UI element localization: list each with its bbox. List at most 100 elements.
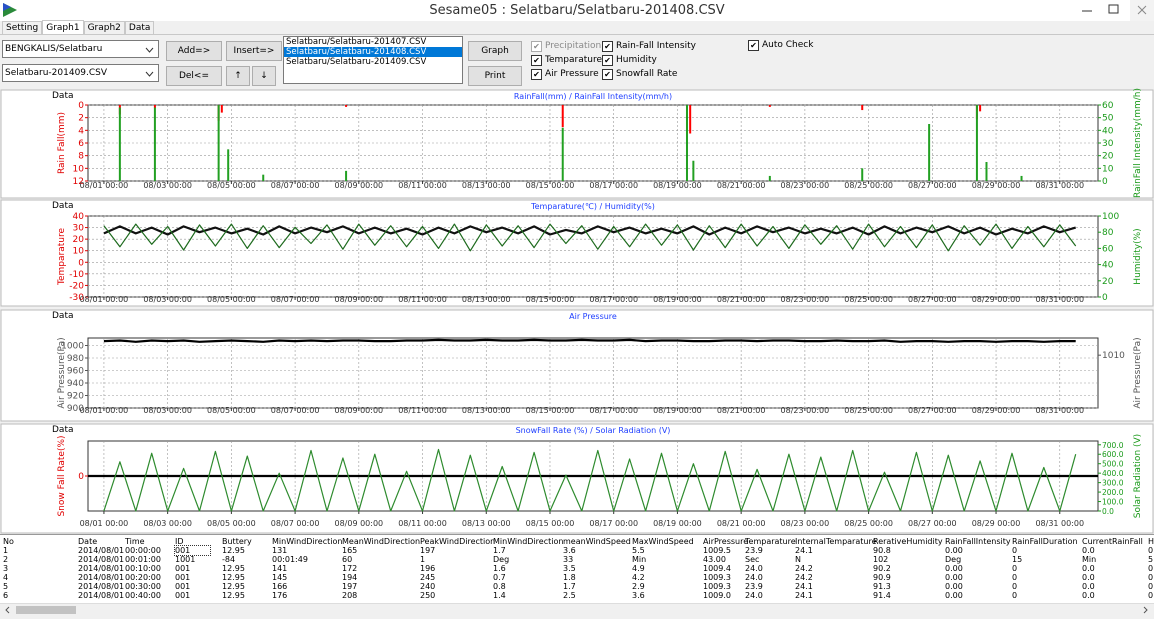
checkbox[interactable]: ✔ Humidity [602, 55, 657, 66]
y-tick-label: 0 [78, 258, 84, 268]
up-button[interactable]: ↑ [226, 66, 250, 86]
bar [689, 105, 692, 134]
table-cell: N [795, 555, 801, 564]
graph-button[interactable]: Graph [468, 41, 522, 61]
print-button[interactable]: Print [468, 66, 522, 86]
site-select[interactable]: BENGKALIS/Selatbaru [2, 40, 159, 58]
table-cell: 141 [272, 564, 288, 573]
table-cell: 0.0 [1148, 591, 1154, 600]
x-tick-label: 08/01 00:00 [80, 406, 129, 415]
y2-tick-label: 400.0 [1102, 469, 1124, 478]
y2-tick-label: 50 [1102, 114, 1114, 124]
y-tick-label: 920 [67, 392, 84, 402]
x-tick-label: 08/05 00:00 [207, 181, 256, 190]
table-cell: 0.0 [1148, 564, 1154, 573]
table-cell: Deg [493, 555, 510, 564]
checkbox-box: ✔ [531, 55, 542, 66]
tab-strip: Setting Graph1 Graph2 Data [2, 20, 155, 35]
checkbox[interactable]: ✔ Snowfall Rate [602, 69, 677, 80]
x-tick-label: 08/19 00:00 [653, 519, 702, 528]
table-cell: 51.5 [1148, 555, 1154, 564]
panel-label: Data [52, 91, 74, 101]
bar [928, 124, 931, 181]
bar [692, 160, 695, 181]
checkbox: ✔ Precipitation [531, 41, 601, 52]
insert-button[interactable]: Insert=> [226, 41, 282, 61]
x-tick-label: 08/19 00:00 [653, 295, 702, 304]
table-cell: 12.95 [222, 546, 245, 555]
x-tick-label: 08/19 00:00 [653, 181, 702, 190]
window-buttons[interactable] [1074, 0, 1154, 21]
table-cell: 208 [342, 591, 358, 600]
checkbox[interactable]: ✔ Rain-Fall Intensity [602, 41, 696, 52]
file-item[interactable]: Selatbaru/Selatbaru-201407.CSV [286, 37, 427, 47]
bar [153, 105, 156, 109]
checkbox[interactable]: ✔ Temparature [531, 55, 602, 66]
table-cell: 0.8 [493, 582, 506, 591]
checkbox-label: Snowfall Rate [616, 69, 678, 79]
down-button[interactable]: ↓ [252, 66, 276, 86]
table-cell: 240 [420, 582, 436, 591]
y-axis-label: Air Pressure(Pa) [57, 337, 67, 408]
tab[interactable]: Graph1 [42, 20, 84, 35]
auto-check[interactable]: ✔ Auto Check [748, 40, 813, 51]
chart-title: Air Pressure [569, 312, 617, 321]
chart-title: RainFall(mm) / RainFall Intensity(mm/h) [514, 92, 672, 101]
y-tick-label: 8 [78, 152, 84, 162]
x-tick-label: 08/15 00:00 [526, 295, 575, 304]
delete-button[interactable]: Del<= [166, 66, 222, 86]
table-cell: 1009.0 [703, 591, 731, 600]
add-button[interactable]: Add=> [166, 41, 222, 61]
y2-tick-label: 300.0 [1102, 479, 1124, 488]
checkbox[interactable]: ✔ Air Pressure [531, 69, 599, 80]
y-tick-label: 900 [67, 404, 84, 414]
table-cell: 24.0 [745, 591, 763, 600]
tab[interactable]: Setting [2, 21, 43, 35]
y2-tick-label: 700.0 [1102, 441, 1124, 450]
table-cell: Sec [745, 555, 760, 564]
file-select[interactable]: Selatbaru-201409.CSV [2, 64, 159, 82]
x-tick-label: 08/25 00:00 [844, 181, 893, 190]
checkbox-box: ✔ [602, 41, 613, 52]
x-tick-label: 08/01 00:00 [80, 519, 129, 528]
table-cell: 194 [342, 573, 358, 582]
y-tick-label: 10 [73, 247, 85, 257]
table-cell: 0.0 [1082, 573, 1095, 582]
checkbox-label: Precipitation [545, 41, 602, 51]
table-cell: 12.95 [222, 564, 245, 573]
table-cell: 196 [420, 564, 436, 573]
x-tick-label: 08/07 00:00 [271, 519, 320, 528]
table-cell: 0 [1012, 573, 1018, 582]
table-cell: 00:01:49 [272, 555, 308, 564]
tab[interactable]: Graph2 [83, 21, 125, 35]
checkbox-label: Temparature [545, 55, 602, 65]
bar [561, 105, 564, 128]
table-cell: 0.0 [1148, 573, 1154, 582]
series-line [103, 225, 1077, 236]
table-cell: 24.2 [795, 564, 813, 573]
file-item[interactable]: Selatbaru/Selatbaru-201408.CSV [284, 47, 462, 57]
x-tick-label: 08/25 00:00 [844, 295, 893, 304]
bar [217, 105, 220, 181]
table-cell: Min [1082, 555, 1097, 564]
column-header: Time [125, 537, 145, 546]
file-list[interactable]: Selatbaru/Selatbaru-201407.CSV Selatbaru/… [283, 36, 463, 84]
series-line [103, 223, 1077, 252]
x-tick-label: 08/21 00:00 [717, 519, 766, 528]
x-tick-label: 08/21 00:00 [717, 406, 766, 415]
tab[interactable]: Data [124, 21, 155, 35]
table-cell: 12.95 [222, 582, 245, 591]
y2-tick-label: 600.0 [1102, 450, 1124, 459]
x-tick-label: 08/17 00:00 [589, 519, 638, 528]
table-cell: 3.6 [563, 546, 576, 555]
bar [975, 105, 978, 181]
table-cell: 4.9 [632, 564, 645, 573]
h-scrollbar[interactable] [0, 603, 1154, 615]
x-tick-label: 08/31 00:00 [1035, 181, 1084, 190]
x-tick-label: 08/07 00:00 [271, 181, 320, 190]
column-header: AirPressure [703, 537, 749, 546]
file-item[interactable]: Selatbaru/Selatbaru-201409.CSV [286, 57, 427, 67]
table-cell: 2014/08/01 [78, 591, 125, 600]
table-cell: Deg [945, 555, 962, 564]
x-tick-label: 08/11 00:00 [398, 295, 447, 304]
